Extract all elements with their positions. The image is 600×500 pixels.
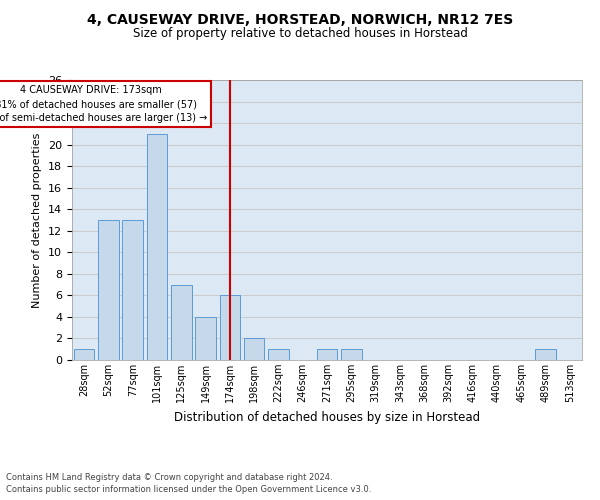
Bar <box>98 220 119 360</box>
Bar <box>74 349 94 360</box>
Bar <box>195 317 216 360</box>
Bar <box>171 284 191 360</box>
X-axis label: Distribution of detached houses by size in Horstead: Distribution of detached houses by size … <box>174 410 480 424</box>
Bar <box>317 349 337 360</box>
Text: Size of property relative to detached houses in Horstead: Size of property relative to detached ho… <box>133 28 467 40</box>
Bar <box>122 220 143 360</box>
Y-axis label: Number of detached properties: Number of detached properties <box>32 132 43 308</box>
Bar <box>146 134 167 360</box>
Bar <box>244 338 265 360</box>
Text: Contains HM Land Registry data © Crown copyright and database right 2024.: Contains HM Land Registry data © Crown c… <box>6 474 332 482</box>
Text: 4 CAUSEWAY DRIVE: 173sqm
← 81% of detached houses are smaller (57)
19% of semi-d: 4 CAUSEWAY DRIVE: 173sqm ← 81% of detach… <box>0 86 207 124</box>
Bar <box>268 349 289 360</box>
Bar <box>220 296 240 360</box>
Bar <box>341 349 362 360</box>
Bar <box>535 349 556 360</box>
Text: 4, CAUSEWAY DRIVE, HORSTEAD, NORWICH, NR12 7ES: 4, CAUSEWAY DRIVE, HORSTEAD, NORWICH, NR… <box>87 12 513 26</box>
Text: Contains public sector information licensed under the Open Government Licence v3: Contains public sector information licen… <box>6 485 371 494</box>
